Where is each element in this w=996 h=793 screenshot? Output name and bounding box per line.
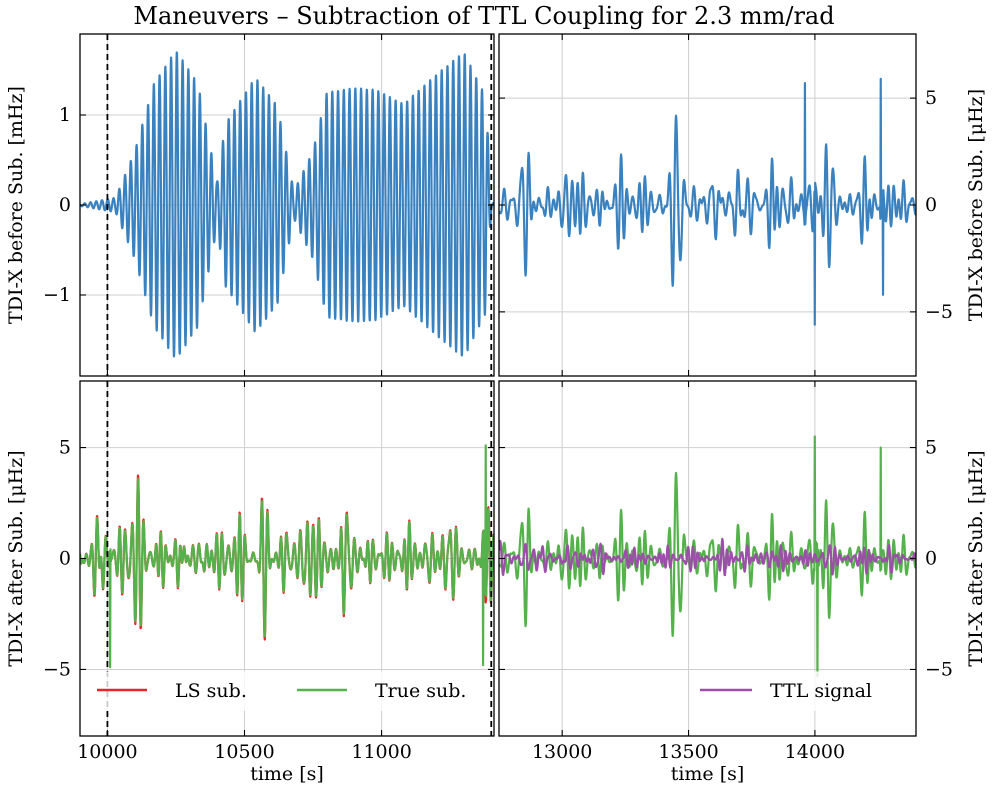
panel-top-left: −1 0 1 TDI-X before Sub. [mHz] xyxy=(5,33,495,377)
legend-label: TTL signal xyxy=(770,680,872,702)
y-tick-label: 1 xyxy=(59,104,71,126)
y-tick-label: 5 xyxy=(925,87,937,109)
y-tick-label: 0 xyxy=(59,548,71,570)
y-tick-label: 0 xyxy=(925,548,937,570)
y-axis-label: TDI-X before Sub. [μHz] xyxy=(965,89,987,321)
legend-label: True sub. xyxy=(375,680,466,702)
figure-title: Maneuvers – Subtraction of TTL Coupling … xyxy=(133,2,834,30)
panel-bottom-right: 13000 13500 14000 −5 0 5 TDI-X after Sub. [μHz… xyxy=(498,380,987,785)
x-tick-label: 11000 xyxy=(351,741,411,763)
y-tick-label: 0 xyxy=(925,194,937,216)
y-tick-label: −5 xyxy=(925,658,953,680)
series-group xyxy=(499,435,916,678)
series-group xyxy=(80,51,494,358)
series-line-true-sub- xyxy=(80,444,494,669)
x-tick-label: 10000 xyxy=(77,741,137,763)
y-tick-label: 5 xyxy=(925,437,937,459)
y-tick-label: −5 xyxy=(925,301,953,323)
panel-top-right: −5 0 5 TDI-X before Sub. [μHz] xyxy=(498,33,987,377)
x-tick-label: 14000 xyxy=(785,741,845,763)
y-tick-label: −5 xyxy=(43,658,71,680)
x-tick-label: 13500 xyxy=(658,741,718,763)
y-tick-label: 0 xyxy=(59,194,71,216)
series-line-ttl-signal xyxy=(499,537,916,577)
y-axis-label: TDI-X after Sub. [μHz] xyxy=(965,450,987,666)
series-line-tdi-x-before-subtraction xyxy=(499,77,916,326)
x-axis-label: time [s] xyxy=(250,763,324,785)
series-line-tdi-x-before-subtraction xyxy=(80,51,494,358)
legend: LS sub. True sub. xyxy=(91,671,485,711)
panel-bottom-left: 10000 10500 11000 −5 0 5 TDI-X after Sub. [μHz… xyxy=(5,380,495,785)
legend-box xyxy=(91,671,485,711)
y-axis-label: TDI-X after Sub. [μHz] xyxy=(5,450,27,666)
series-group xyxy=(80,444,494,669)
y-axis-label: TDI-X before Sub. [mHz] xyxy=(5,86,27,324)
legend: TTL signal xyxy=(693,671,905,711)
y-tick-label: −1 xyxy=(43,284,71,306)
x-axis-label: time [s] xyxy=(671,763,745,785)
x-tick-label: 13000 xyxy=(532,741,592,763)
legend-label: LS sub. xyxy=(175,680,247,702)
series-group xyxy=(499,77,916,326)
series-line-true-sub- xyxy=(499,435,916,678)
x-tick-label: 10500 xyxy=(214,741,274,763)
y-tick-label: 5 xyxy=(59,437,71,459)
